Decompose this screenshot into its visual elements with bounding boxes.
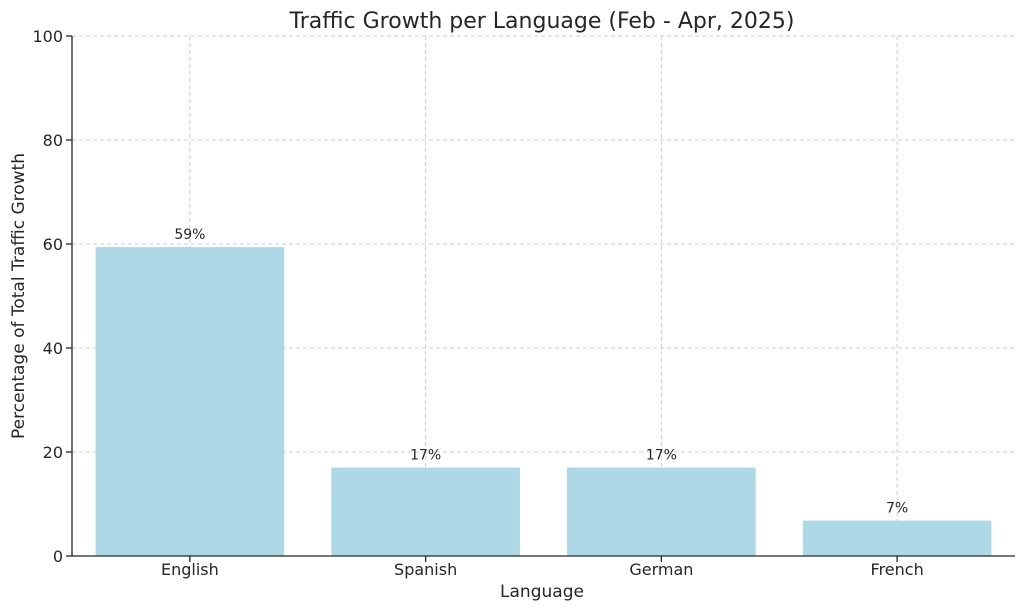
- y-tick-label: 0: [53, 547, 63, 566]
- bar-french: [802, 520, 992, 556]
- y-tick-label: 100: [32, 27, 63, 46]
- y-axis-label: Percentage of Total Traffic Growth: [9, 153, 29, 439]
- bars: [95, 247, 992, 556]
- y-tick-label: 80: [43, 131, 63, 150]
- labels: 0 20 40 60 80 100 English 59% Spanish 17% German 17…: [32, 27, 923, 579]
- y-tick-label: 60: [43, 235, 63, 254]
- bar-german: [567, 467, 756, 556]
- x-tick-label: Spanish: [394, 560, 457, 579]
- axes: [66, 35, 1015, 562]
- bar-spanish: [331, 467, 520, 556]
- data-label: 17%: [410, 448, 441, 464]
- data-label: 7%: [886, 501, 908, 517]
- y-tick-label: 40: [43, 339, 63, 358]
- x-tick-label: French: [871, 560, 924, 579]
- x-axis-label: Language: [500, 582, 584, 602]
- x-tick-label: English: [161, 560, 219, 579]
- chart-title: Traffic Growth per Language (Feb - Apr, …: [289, 9, 795, 34]
- y-tick-label: 20: [43, 443, 63, 462]
- x-tick-label: German: [629, 560, 693, 579]
- bar-english: [95, 247, 285, 556]
- data-label: 59%: [174, 227, 205, 243]
- data-label: 17%: [646, 448, 677, 464]
